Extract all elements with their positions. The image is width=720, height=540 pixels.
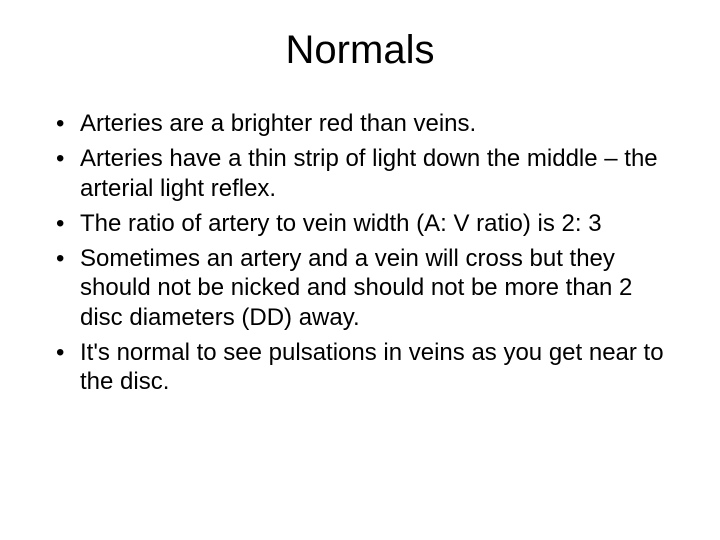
list-item: Sometimes an artery and a vein will cros… xyxy=(56,244,674,332)
list-item: It's normal to see pulsations in veins a… xyxy=(56,338,674,397)
list-item: The ratio of artery to vein width (A: V … xyxy=(56,209,674,238)
bullet-list: Arteries are a brighter red than veins. … xyxy=(46,109,674,396)
list-item: Arteries have a thin strip of light down… xyxy=(56,144,674,203)
page-title: Normals xyxy=(46,28,674,73)
slide: Normals Arteries are a brighter red than… xyxy=(0,0,720,540)
list-item: Arteries are a brighter red than veins. xyxy=(56,109,674,138)
